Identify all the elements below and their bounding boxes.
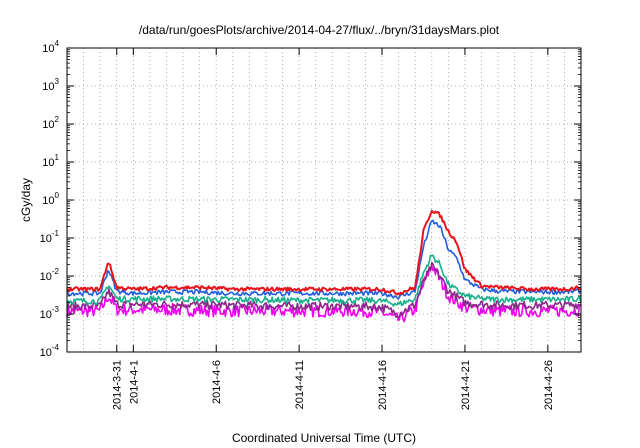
x-axis-label: Coordinated Universal Time (UTC) [232, 431, 416, 445]
grid [67, 48, 581, 352]
x-tick-label: 2014-3-31 [112, 360, 124, 410]
y-axis-ticks: 10-4 10-3 10-2 10-1 100 101 102 103 104 [40, 39, 581, 359]
y-tick-label: 101 [42, 153, 59, 169]
series-line [66, 219, 582, 300]
y-tick-label: 10-1 [40, 229, 60, 245]
y-tick-label: 10-4 [40, 343, 60, 359]
x-tick-label: 2014-4-1 [128, 360, 140, 404]
x-tick-label: 2014-4-26 [543, 360, 555, 410]
x-tick-label: 2014-4-21 [460, 360, 472, 410]
y-tick-label: 100 [42, 191, 59, 207]
series-line [66, 261, 582, 319]
x-tick-label: 2014-4-6 [211, 360, 223, 404]
y-tick-label: 10-2 [40, 267, 60, 283]
series-layer [66, 209, 582, 323]
y-tick-label: 10-3 [40, 305, 60, 321]
x-axis-ticks: 2014-3-31 2014-4-1 2014-4-6 2014-4-11 2014-4… [112, 48, 555, 410]
y-tick-label: 104 [42, 39, 59, 55]
x-tick-label: 2014-4-16 [377, 360, 389, 410]
y-tick-label: 103 [42, 77, 59, 93]
y-tick-label: 102 [42, 115, 59, 131]
series-line [66, 254, 582, 307]
x-tick-label: 2014-4-11 [294, 360, 306, 409]
y-axis-label: cGy/day [19, 178, 33, 222]
series-line [66, 209, 582, 296]
chart-title: /data/run/goesPlots/archive/2014-04-27/f… [139, 23, 500, 37]
